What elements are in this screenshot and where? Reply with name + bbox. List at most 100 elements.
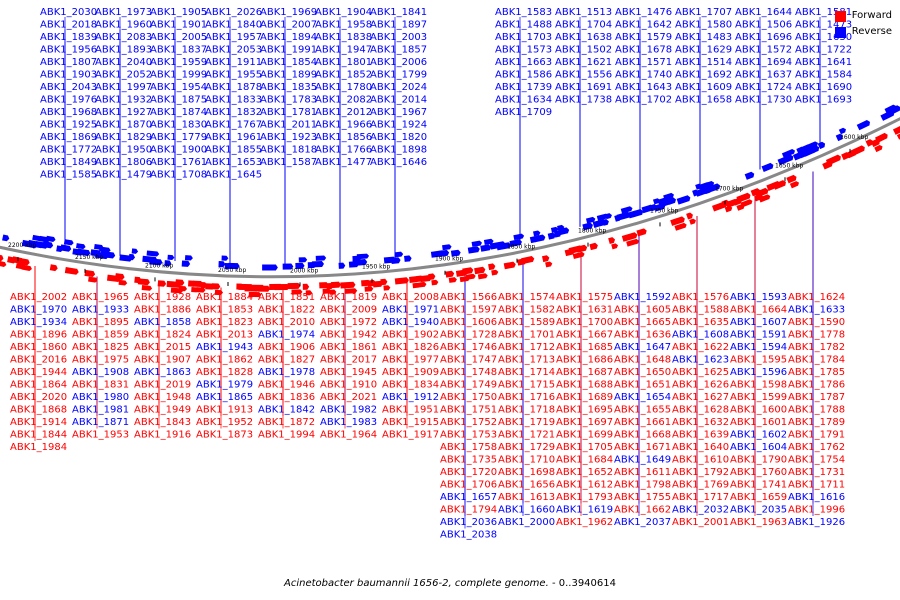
gene-label: ABK1_2011 — [260, 120, 317, 131]
forward-gene-arrow — [137, 278, 150, 286]
gene-label: ABK1_1722 — [795, 45, 852, 56]
gene-label: ABK1_2015 — [134, 342, 191, 353]
gene-label: ABK1_1712 — [498, 342, 555, 353]
forward-gene-arrow — [141, 284, 153, 291]
reverse-gene-arrow — [404, 255, 412, 262]
gene-label: ABK1_1964 — [320, 430, 377, 441]
forward-gene-arrow — [175, 279, 185, 286]
gene-label: ABK1_1707 — [675, 7, 732, 18]
reverse-gene-arrow — [777, 154, 794, 166]
gene-labels: ABK1_2030ABK1_1973ABK1_1905ABK1_2026ABK1… — [10, 7, 852, 541]
forward-gene-arrow — [287, 282, 301, 290]
gene-label: ABK1_1955 — [205, 70, 262, 81]
gene-label: ABK1_1688 — [556, 380, 613, 391]
gene-label: ABK1_1649 — [614, 455, 671, 466]
gene-label: ABK1_1588 — [672, 305, 729, 316]
gene-label: ABK1_1843 — [134, 417, 191, 428]
forward-gene-arrow — [192, 280, 204, 288]
gene-label: ABK1_1502 — [555, 45, 612, 56]
gene-label: ABK1_1997 — [95, 82, 152, 93]
gene-label: ABK1_1739 — [495, 82, 552, 93]
gene-label: ABK1_1648 — [614, 355, 671, 366]
scale-tick-label: 2000 kbp — [290, 267, 318, 274]
gene-label: ABK1_1968 — [40, 107, 97, 118]
gene-label: ABK1_1749 — [440, 380, 497, 391]
gene-label: ABK1_1671 — [614, 442, 671, 453]
gene-label: ABK1_1984 — [10, 442, 67, 453]
gene-label: ABK1_1953 — [72, 430, 129, 441]
forward-gene-arrow — [0, 254, 4, 262]
forward-gene-arrow — [380, 278, 388, 286]
gene-label: ABK1_1948 — [134, 392, 191, 403]
gene-label: ABK1_1862 — [196, 355, 253, 366]
gene-label: ABK1_1741 — [730, 480, 787, 491]
gene-label: ABK1_1758 — [440, 442, 497, 453]
gene-label: ABK1_1957 — [205, 32, 262, 43]
gene-label: ABK1_1769 — [672, 480, 729, 491]
gene-label: ABK1_1886 — [134, 305, 191, 316]
reverse-gene-arrow — [221, 255, 229, 261]
reverse-gene-arrow — [45, 235, 56, 242]
gene-label: ABK1_1581 — [795, 7, 852, 18]
gene-label: ABK1_1646 — [370, 157, 427, 168]
forward-gene-arrow — [689, 218, 696, 225]
gene-label: ABK1_1965 — [72, 292, 129, 303]
gene-label: ABK1_1660 — [498, 505, 555, 516]
gene-label: ABK1_1721 — [498, 430, 555, 441]
reverse-gene-arrow — [338, 262, 346, 269]
reverse-gene-arrow — [184, 255, 193, 261]
gene-label: ABK1_2052 — [95, 70, 152, 81]
gene-label: ABK1_1853 — [196, 305, 253, 316]
gene-label: ABK1_2024 — [370, 82, 427, 93]
gene-label: ABK1_1735 — [440, 455, 497, 466]
gene-label: ABK1_2019 — [134, 380, 191, 391]
reverse-gene-arrow — [616, 211, 631, 221]
gene-label: ABK1_1977 — [382, 355, 439, 366]
gene-label: ABK1_1871 — [72, 417, 129, 428]
forward-gene-arrow — [674, 222, 687, 231]
gene-label: ABK1_1597 — [440, 305, 497, 316]
reverse-gene-arrow — [663, 192, 674, 201]
gene-label: ABK1_1622 — [672, 342, 729, 353]
gene-label: ABK1_1983 — [320, 417, 377, 428]
reverse-gene-arrow — [496, 242, 512, 251]
gene-label: ABK1_1975 — [72, 355, 129, 366]
gene-label: ABK1_1894 — [260, 32, 317, 43]
gene-label: ABK1_1591 — [730, 330, 787, 341]
gene-label: ABK1_1582 — [498, 305, 555, 316]
gene-label: ABK1_2000 — [498, 517, 555, 528]
gene-label: ABK1_1706 — [440, 480, 497, 491]
reverse-gene-arrow — [706, 183, 721, 193]
gene-label: ABK1_1599 — [730, 392, 787, 403]
gene-label: ABK1_1766 — [315, 145, 372, 156]
forward-gene-arrow — [257, 285, 271, 292]
gene-label: ABK1_1858 — [134, 317, 191, 328]
gene-label: ABK1_1576 — [672, 292, 729, 303]
gene-label: ABK1_1621 — [555, 57, 612, 68]
gene-label: ABK1_1999 — [150, 70, 207, 81]
gene-label: ABK1_1963 — [730, 517, 787, 528]
gene-label: ABK1_1900 — [150, 145, 207, 156]
forward-gene-arrow — [477, 273, 488, 280]
reverse-gene-arrow — [471, 240, 483, 247]
gene-label: ABK1_1730 — [735, 95, 792, 106]
reverse-gene-arrow — [699, 182, 710, 190]
gene-label: ABK1_1606 — [440, 317, 497, 328]
gene-label: ABK1_1692 — [675, 70, 732, 81]
gene-label: ABK1_1657 — [440, 492, 497, 503]
gene-label: ABK1_1933 — [72, 305, 129, 316]
forward-gene-arrow — [474, 266, 486, 275]
gene-label: ABK1_1878 — [205, 82, 262, 93]
reverse-gene-arrow — [311, 261, 324, 268]
gene-label: ABK1_1644 — [735, 7, 792, 18]
genome-caption: Acinetobacter baumannii 1656-2, complete… — [0, 578, 900, 589]
reverse-gene-arrow — [676, 195, 691, 205]
gene-label: ABK1_1837 — [150, 45, 207, 56]
gene-label: ABK1_1678 — [615, 45, 672, 56]
gene-label: ABK1_1767 — [205, 120, 262, 131]
gene-label: ABK1_1685 — [556, 342, 613, 353]
gene-label: ABK1_1731 — [788, 467, 845, 478]
gene-label: ABK1_1822 — [258, 305, 315, 316]
gene-label: ABK1_1641 — [795, 57, 852, 68]
